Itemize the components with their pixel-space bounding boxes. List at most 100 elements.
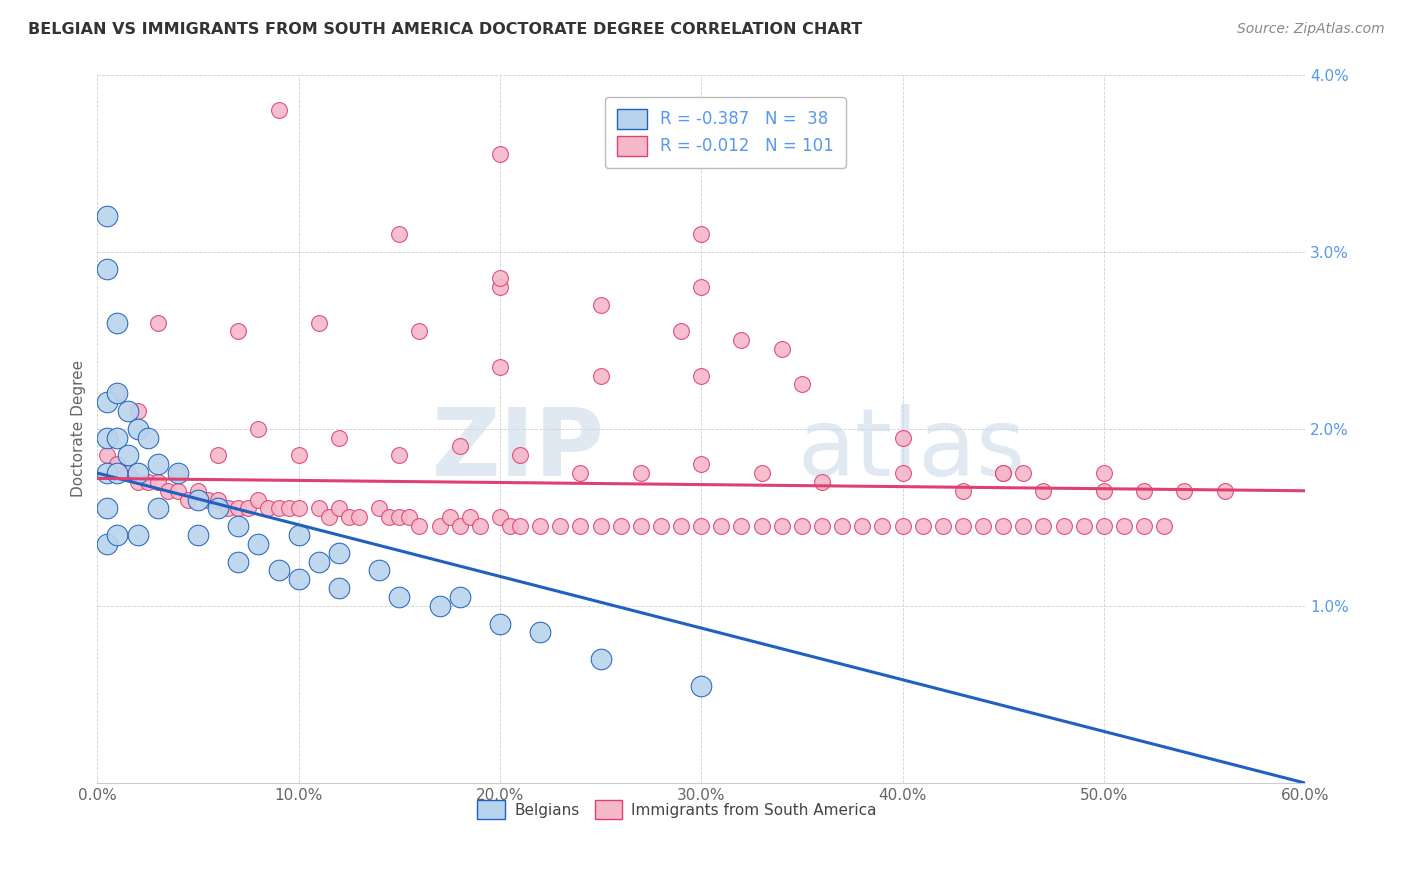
- Point: [630, 519, 652, 533]
- Point: [187, 492, 209, 507]
- Point: [408, 324, 430, 338]
- Point: [669, 519, 692, 533]
- Point: [690, 519, 713, 533]
- Point: [146, 457, 169, 471]
- Point: [811, 519, 834, 533]
- Point: [1112, 519, 1135, 533]
- Point: [690, 368, 713, 383]
- Point: [911, 519, 934, 533]
- Point: [96, 448, 118, 462]
- Point: [107, 386, 129, 401]
- Point: [650, 519, 672, 533]
- Point: [690, 457, 713, 471]
- Point: [569, 519, 592, 533]
- Point: [207, 448, 229, 462]
- Point: [388, 590, 411, 604]
- Point: [952, 519, 974, 533]
- Point: [117, 404, 139, 418]
- Point: [550, 519, 572, 533]
- Point: [318, 510, 340, 524]
- Point: [96, 209, 118, 223]
- Text: BELGIAN VS IMMIGRANTS FROM SOUTH AMERICA DOCTORATE DEGREE CORRELATION CHART: BELGIAN VS IMMIGRANTS FROM SOUTH AMERICA…: [28, 22, 862, 37]
- Point: [1092, 466, 1115, 480]
- Point: [1012, 466, 1035, 480]
- Point: [529, 625, 551, 640]
- Point: [257, 501, 280, 516]
- Point: [226, 501, 249, 516]
- Point: [226, 555, 249, 569]
- Point: [710, 519, 733, 533]
- Point: [489, 510, 512, 524]
- Point: [277, 501, 299, 516]
- Point: [589, 652, 612, 666]
- Point: [730, 519, 752, 533]
- Point: [107, 466, 129, 480]
- Point: [932, 519, 955, 533]
- Point: [96, 262, 118, 277]
- Point: [267, 103, 290, 117]
- Point: [609, 519, 631, 533]
- Point: [690, 679, 713, 693]
- Point: [146, 501, 169, 516]
- Point: [388, 448, 411, 462]
- Point: [337, 510, 360, 524]
- Point: [489, 616, 512, 631]
- Point: [458, 510, 481, 524]
- Point: [589, 298, 612, 312]
- Point: [569, 466, 592, 480]
- Point: [127, 466, 149, 480]
- Point: [328, 431, 350, 445]
- Point: [127, 422, 149, 436]
- Point: [247, 492, 270, 507]
- Point: [489, 359, 512, 374]
- Point: [117, 466, 139, 480]
- Text: ZIP: ZIP: [432, 404, 605, 496]
- Point: [1213, 483, 1236, 498]
- Point: [96, 501, 118, 516]
- Point: [509, 448, 531, 462]
- Point: [187, 483, 209, 498]
- Point: [991, 519, 1014, 533]
- Point: [1153, 519, 1175, 533]
- Point: [328, 581, 350, 595]
- Point: [751, 466, 773, 480]
- Point: [790, 377, 813, 392]
- Point: [287, 448, 309, 462]
- Legend: Belgians, Immigrants from South America: Belgians, Immigrants from South America: [471, 794, 883, 825]
- Point: [429, 519, 451, 533]
- Point: [146, 316, 169, 330]
- Point: [127, 404, 149, 418]
- Point: [449, 519, 471, 533]
- Point: [669, 324, 692, 338]
- Point: [489, 147, 512, 161]
- Point: [972, 519, 994, 533]
- Point: [811, 475, 834, 489]
- Point: [96, 537, 118, 551]
- Point: [891, 519, 914, 533]
- Point: [690, 280, 713, 294]
- Point: [489, 280, 512, 294]
- Point: [509, 519, 531, 533]
- Point: [589, 368, 612, 383]
- Point: [107, 431, 129, 445]
- Point: [107, 386, 129, 401]
- Point: [489, 271, 512, 285]
- Point: [952, 483, 974, 498]
- Point: [449, 440, 471, 454]
- Point: [146, 475, 169, 489]
- Point: [1032, 519, 1054, 533]
- Point: [1133, 519, 1156, 533]
- Point: [398, 510, 420, 524]
- Point: [308, 555, 330, 569]
- Point: [187, 528, 209, 542]
- Point: [991, 466, 1014, 480]
- Point: [107, 316, 129, 330]
- Point: [177, 492, 200, 507]
- Point: [388, 227, 411, 241]
- Point: [499, 519, 522, 533]
- Point: [1032, 483, 1054, 498]
- Point: [347, 510, 370, 524]
- Point: [127, 475, 149, 489]
- Text: Source: ZipAtlas.com: Source: ZipAtlas.com: [1237, 22, 1385, 37]
- Point: [167, 466, 190, 480]
